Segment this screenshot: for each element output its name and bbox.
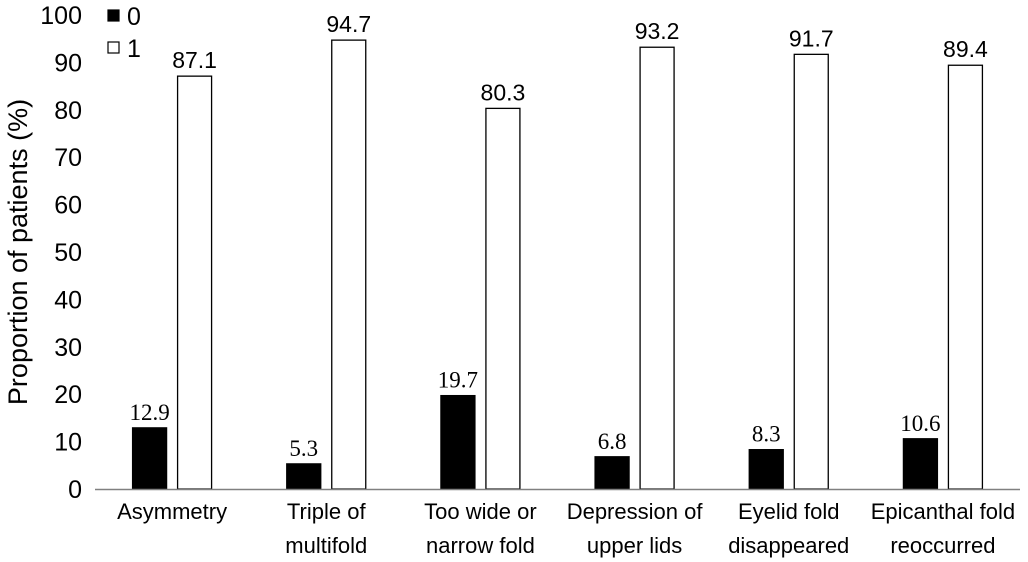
y-axis-ticks: 0 10 20 30 40 50 60 70 80 90 100	[40, 2, 82, 504]
bar-series-1	[793, 53, 829, 490]
x-category-label: reoccurred	[890, 533, 995, 558]
x-category-label: narrow fold	[426, 533, 535, 558]
x-axis-categories: Asymmetry Triple of multifold Too wide or na…	[117, 499, 1015, 558]
bar-series-1	[947, 64, 984, 490]
bar-series-1	[485, 107, 521, 490]
y-tick-label: 20	[54, 381, 82, 409]
y-tick-label: 100	[40, 2, 82, 30]
y-tick-label: 60	[54, 192, 82, 220]
data-label: 89.4	[943, 36, 988, 62]
bar-series-0	[286, 463, 322, 490]
y-tick-label: 0	[68, 476, 82, 504]
x-category-label: disappeared	[728, 533, 849, 558]
y-tick-label: 50	[54, 239, 82, 267]
bar-series-0	[748, 449, 784, 490]
y-axis-label: Proportion of patients (%)	[3, 99, 33, 405]
bar-series-1	[331, 39, 367, 490]
y-tick-label: 10	[54, 429, 82, 457]
bar-series-1	[639, 46, 675, 490]
x-category-label: Triple of	[287, 499, 367, 524]
bar-series-0	[440, 394, 476, 490]
legend-label: 1	[127, 35, 141, 63]
y-tick-label: 90	[54, 49, 82, 77]
legend-swatch-0	[107, 9, 120, 22]
x-category-label: Asymmetry	[117, 499, 227, 524]
bar-series-0	[594, 456, 630, 490]
bar-series-0	[131, 427, 168, 490]
bar-series-1	[176, 75, 213, 490]
legend-swatch-1	[107, 41, 120, 54]
data-label: 6.8	[598, 429, 627, 454]
x-category-label: upper lids	[587, 533, 682, 558]
y-tick-label: 40	[54, 286, 82, 314]
y-tick-label: 80	[54, 97, 82, 125]
data-labels: 12.9 87.1 5.3 94.7 19.7 80.3 6.8 93.2 8.3 91.7 10.…	[129, 11, 988, 461]
data-label: 5.3	[289, 436, 318, 461]
legend-label: 0	[127, 3, 141, 31]
data-label: 10.6	[900, 411, 940, 436]
data-label: 87.1	[172, 47, 217, 73]
x-category-label: Too wide or	[424, 499, 537, 524]
x-category-label: Epicanthal fold	[871, 499, 1015, 524]
data-label: 12.9	[129, 400, 169, 425]
bar-series-0	[902, 438, 939, 490]
legend: 01	[107, 3, 141, 63]
data-label: 94.7	[326, 11, 371, 37]
x-category-label: Depression of	[567, 499, 704, 524]
data-label: 91.7	[789, 25, 834, 51]
data-label: 19.7	[438, 368, 478, 393]
data-label: 8.3	[752, 422, 781, 447]
y-axis-title: Proportion of patients (%)	[3, 99, 33, 405]
x-category-label: multifold	[285, 533, 367, 558]
y-tick-label: 70	[54, 144, 82, 172]
bars	[131, 39, 984, 490]
data-label: 80.3	[481, 79, 526, 105]
data-label: 93.2	[635, 18, 680, 44]
x-category-label: Eyelid fold	[738, 499, 840, 524]
y-tick-label: 30	[54, 334, 82, 362]
